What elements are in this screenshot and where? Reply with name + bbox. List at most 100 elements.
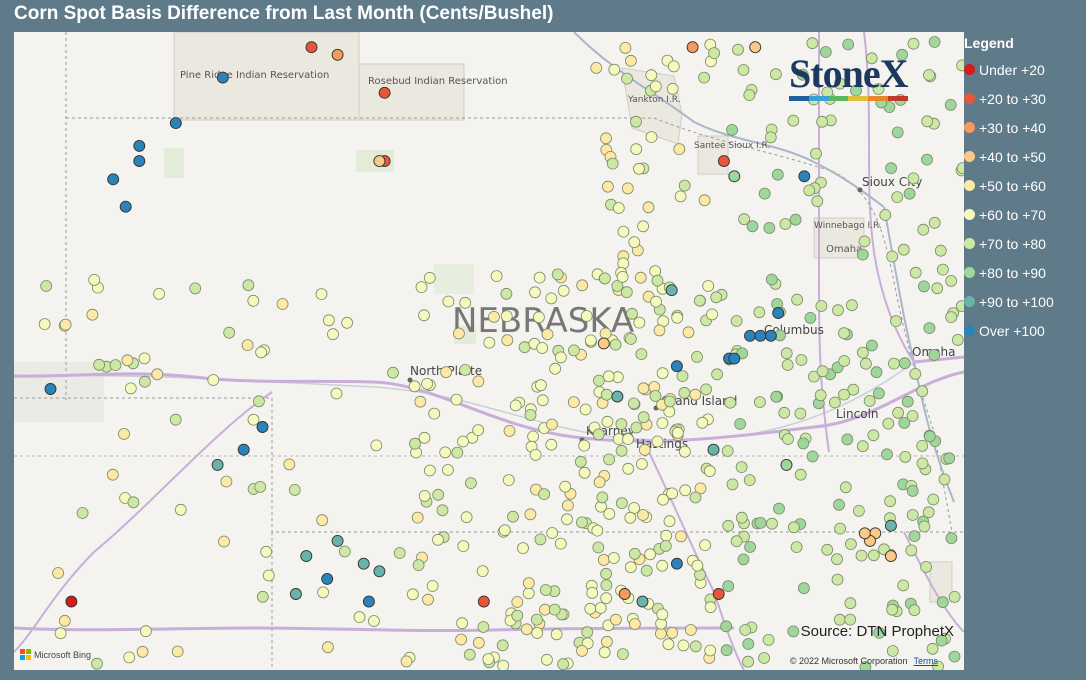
map-dot[interactable]: [139, 625, 152, 638]
map-dot[interactable]: [928, 216, 941, 229]
map-dot[interactable]: [600, 388, 613, 401]
map-dot[interactable]: [418, 490, 431, 502]
map-dot[interactable]: [787, 625, 800, 638]
map-dot[interactable]: [831, 573, 844, 586]
map-dot[interactable]: [321, 641, 334, 654]
map-dot[interactable]: [608, 63, 621, 76]
map-dot[interactable]: [932, 660, 944, 670]
map-dot[interactable]: [951, 333, 964, 346]
map-dot[interactable]: [640, 564, 653, 577]
map-dot[interactable]: [612, 202, 625, 214]
map-data-point[interactable]: [665, 284, 678, 297]
map-dot[interactable]: [730, 535, 743, 548]
map-data-point[interactable]: [373, 155, 386, 168]
map-dot[interactable]: [562, 499, 574, 512]
map-dot[interactable]: [834, 77, 846, 90]
map-dot[interactable]: [637, 382, 650, 395]
map-dot[interactable]: [897, 579, 910, 592]
map-dot[interactable]: [488, 310, 500, 323]
map-dot[interactable]: [600, 592, 613, 605]
map-dot[interactable]: [873, 387, 885, 400]
map-dot[interactable]: [808, 370, 820, 383]
map-dot[interactable]: [679, 484, 692, 497]
map-dot[interactable]: [252, 395, 265, 408]
map-dot[interactable]: [617, 648, 629, 660]
map-data-point[interactable]: [216, 71, 229, 84]
map-dot[interactable]: [845, 538, 857, 550]
map-canvas[interactable]: Pine Ridge Indian Reservation Rosebud In…: [14, 32, 964, 670]
map-dot[interactable]: [472, 636, 485, 649]
map-data-point[interactable]: [65, 595, 78, 608]
map-dot[interactable]: [679, 445, 691, 458]
map-dot[interactable]: [888, 357, 900, 370]
map-dot[interactable]: [886, 250, 899, 263]
map-data-point[interactable]: [728, 170, 741, 183]
map-dot[interactable]: [76, 507, 89, 519]
map-dot[interactable]: [867, 429, 880, 442]
map-dot[interactable]: [441, 464, 454, 476]
map-dot[interactable]: [771, 168, 784, 181]
map-dot[interactable]: [651, 435, 664, 448]
map-dot[interactable]: [451, 446, 464, 459]
map-dot[interactable]: [873, 626, 886, 639]
map-dot[interactable]: [698, 194, 711, 207]
map-dot[interactable]: [629, 618, 641, 630]
map-dot[interactable]: [945, 532, 958, 545]
map-dot[interactable]: [860, 357, 872, 370]
map-dot[interactable]: [52, 567, 64, 579]
map-data-point[interactable]: [798, 170, 811, 183]
map-dot[interactable]: [674, 190, 687, 203]
map-dot[interactable]: [735, 461, 748, 474]
map-dot[interactable]: [916, 457, 929, 470]
map-dot[interactable]: [408, 380, 421, 393]
map-dot[interactable]: [758, 652, 770, 664]
map-dot[interactable]: [763, 221, 776, 234]
map-dot[interactable]: [247, 294, 260, 307]
map-dot[interactable]: [554, 537, 567, 550]
map-dot[interactable]: [816, 115, 828, 128]
map-dot[interactable]: [606, 157, 619, 170]
map-dot[interactable]: [897, 243, 910, 256]
map-dot[interactable]: [898, 357, 911, 370]
map-dot[interactable]: [789, 213, 802, 226]
map-dot[interactable]: [242, 279, 255, 292]
map-dot[interactable]: [533, 311, 545, 324]
map-dot[interactable]: [559, 480, 572, 493]
map-dot[interactable]: [844, 597, 857, 610]
map-dot[interactable]: [545, 292, 558, 305]
map-dot[interactable]: [856, 440, 869, 453]
map-dot[interactable]: [455, 633, 468, 646]
map-data-point[interactable]: [754, 329, 767, 342]
map-dot[interactable]: [551, 268, 564, 281]
legend-item[interactable]: +20 to +30: [964, 84, 1086, 113]
map-dot[interactable]: [637, 509, 649, 521]
map-dot[interactable]: [659, 540, 672, 552]
map-dot[interactable]: [917, 223, 930, 236]
map-dot[interactable]: [412, 559, 425, 571]
map-dot[interactable]: [254, 480, 267, 493]
map-dot[interactable]: [926, 642, 939, 655]
map-dot[interactable]: [598, 646, 611, 659]
map-dot[interactable]: [866, 339, 878, 352]
map-dot[interactable]: [511, 609, 524, 622]
map-dot[interactable]: [696, 416, 709, 429]
map-dot[interactable]: [59, 318, 72, 331]
map-dot[interactable]: [780, 347, 793, 360]
map-dot[interactable]: [518, 341, 531, 354]
map-dot[interactable]: [601, 415, 614, 428]
map-dot[interactable]: [734, 418, 746, 430]
map-dot[interactable]: [908, 604, 921, 617]
map-dot[interactable]: [765, 273, 778, 286]
map-dot[interactable]: [832, 304, 844, 317]
map-dot[interactable]: [603, 453, 615, 466]
map-dot[interactable]: [338, 545, 351, 558]
map-dot[interactable]: [834, 522, 846, 535]
map-dot[interactable]: [58, 614, 71, 627]
map-dot[interactable]: [568, 344, 580, 357]
map-data-point[interactable]: [636, 595, 649, 608]
map-dot[interactable]: [124, 382, 137, 395]
map-dot[interactable]: [928, 36, 941, 48]
map-dot[interactable]: [943, 452, 956, 465]
map-dot[interactable]: [472, 375, 485, 388]
map-dot[interactable]: [387, 366, 399, 379]
